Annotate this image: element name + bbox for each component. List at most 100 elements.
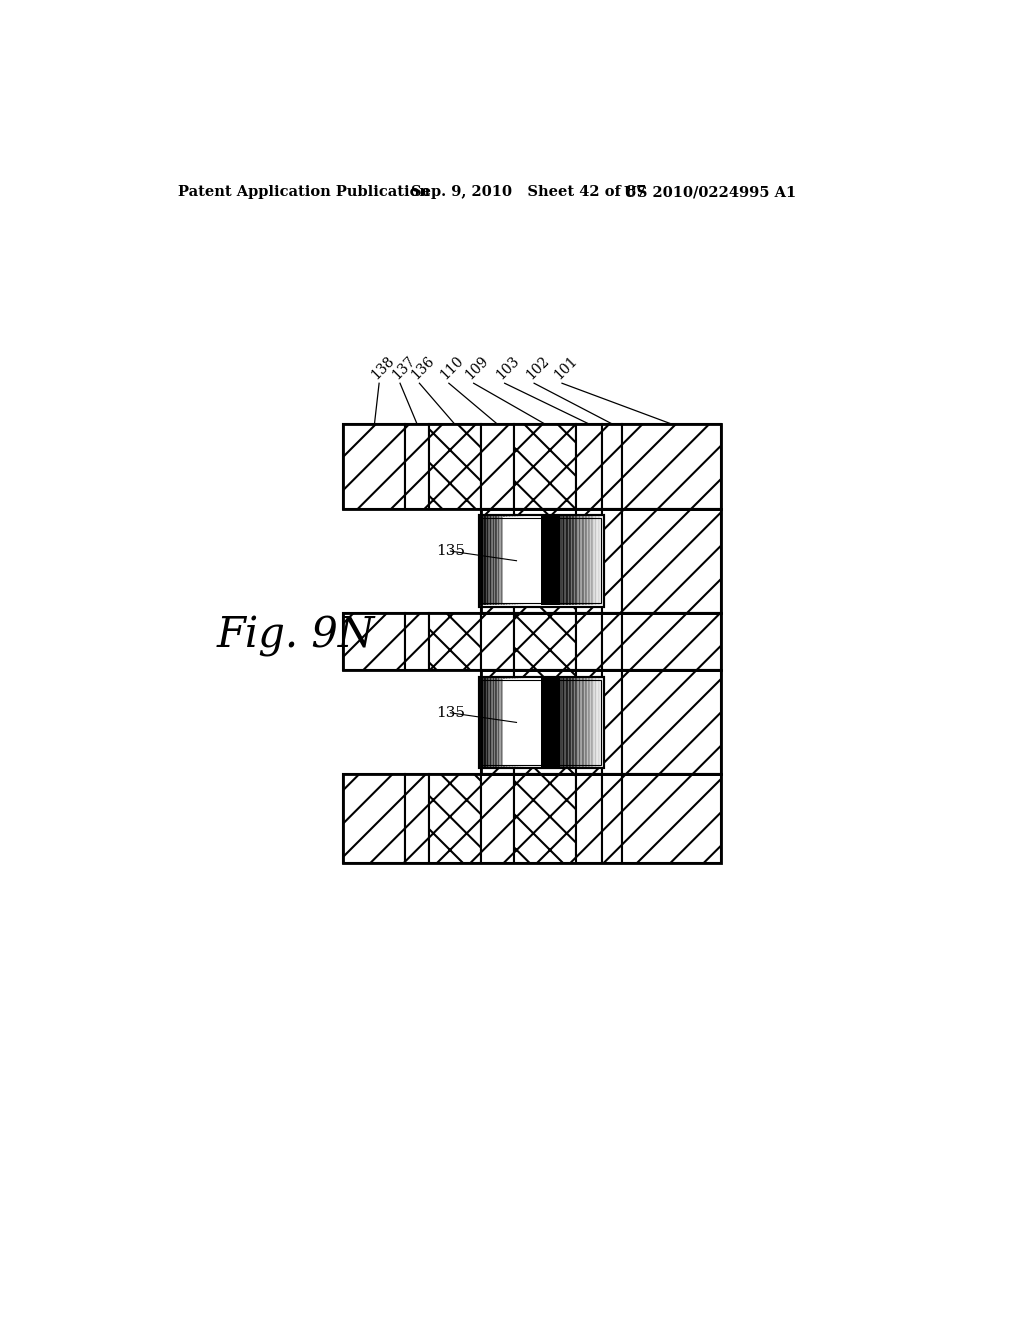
Bar bbox=[599, 516, 602, 605]
Bar bbox=[587, 678, 589, 767]
Bar bbox=[503, 678, 505, 767]
Bar bbox=[343, 612, 406, 671]
Bar bbox=[598, 678, 600, 767]
Bar bbox=[602, 424, 623, 508]
Bar bbox=[520, 678, 522, 767]
Bar bbox=[595, 678, 597, 767]
Bar bbox=[591, 516, 593, 605]
Text: 102: 102 bbox=[523, 354, 552, 381]
Bar bbox=[482, 680, 601, 766]
Text: US 2010/0224995 A1: US 2010/0224995 A1 bbox=[624, 185, 797, 199]
Bar bbox=[517, 516, 519, 605]
Bar bbox=[575, 508, 602, 612]
Bar bbox=[429, 424, 480, 508]
Bar bbox=[581, 516, 583, 605]
Text: 109: 109 bbox=[463, 354, 492, 381]
Bar bbox=[500, 516, 502, 605]
Bar bbox=[503, 517, 539, 605]
Bar bbox=[490, 678, 493, 767]
Text: 101: 101 bbox=[551, 352, 580, 381]
Bar bbox=[570, 516, 572, 605]
Bar bbox=[588, 516, 590, 605]
Bar bbox=[492, 678, 494, 767]
Bar bbox=[623, 775, 721, 863]
Bar bbox=[480, 516, 483, 605]
Bar bbox=[506, 678, 508, 767]
Text: 103: 103 bbox=[494, 354, 522, 381]
Bar bbox=[560, 516, 562, 605]
Bar bbox=[488, 678, 490, 767]
Bar bbox=[566, 678, 568, 767]
Bar bbox=[492, 516, 494, 605]
Bar bbox=[501, 678, 504, 767]
Bar bbox=[561, 678, 564, 767]
Bar bbox=[601, 678, 603, 767]
Bar bbox=[561, 516, 564, 605]
Bar bbox=[508, 678, 510, 767]
Bar bbox=[514, 612, 575, 671]
Bar bbox=[500, 678, 502, 767]
Bar bbox=[580, 678, 582, 767]
Text: 138: 138 bbox=[369, 354, 396, 381]
Bar bbox=[602, 612, 623, 671]
Bar bbox=[575, 671, 602, 775]
Bar bbox=[503, 516, 505, 605]
Bar bbox=[563, 516, 565, 605]
Bar bbox=[569, 678, 571, 767]
Bar bbox=[506, 516, 508, 605]
Text: 137: 137 bbox=[389, 352, 418, 381]
Bar bbox=[602, 678, 604, 767]
Bar bbox=[623, 612, 721, 671]
Bar bbox=[480, 424, 514, 508]
Bar bbox=[597, 678, 599, 767]
Bar bbox=[588, 678, 590, 767]
Bar bbox=[479, 678, 481, 767]
Bar bbox=[482, 678, 484, 767]
Bar bbox=[514, 516, 516, 605]
Bar bbox=[591, 678, 593, 767]
Bar bbox=[482, 517, 601, 603]
Bar bbox=[574, 516, 577, 605]
Bar bbox=[582, 516, 585, 605]
Bar bbox=[578, 516, 580, 605]
Bar bbox=[577, 516, 579, 605]
Bar bbox=[575, 775, 602, 863]
Bar bbox=[483, 516, 486, 605]
Bar bbox=[406, 424, 429, 508]
Bar bbox=[623, 671, 721, 775]
Bar bbox=[479, 515, 604, 607]
Bar bbox=[602, 671, 623, 775]
Bar bbox=[518, 516, 521, 605]
Bar bbox=[623, 508, 721, 612]
Bar bbox=[514, 678, 516, 767]
Bar bbox=[560, 678, 562, 767]
Bar bbox=[542, 516, 560, 605]
Bar bbox=[577, 678, 579, 767]
Text: 135: 135 bbox=[436, 706, 466, 719]
Bar bbox=[523, 678, 525, 767]
Bar bbox=[514, 424, 575, 508]
Bar bbox=[505, 678, 507, 767]
Bar bbox=[429, 612, 480, 671]
Bar bbox=[343, 424, 721, 508]
Bar bbox=[508, 516, 510, 605]
Bar bbox=[602, 508, 623, 612]
Bar bbox=[594, 678, 596, 767]
Bar bbox=[602, 775, 623, 863]
Bar bbox=[584, 678, 586, 767]
Text: 136: 136 bbox=[409, 354, 437, 381]
Text: Fig. 9N: Fig. 9N bbox=[217, 615, 376, 657]
Bar bbox=[479, 515, 604, 607]
Bar bbox=[575, 424, 602, 508]
Bar bbox=[594, 516, 596, 605]
Bar bbox=[485, 678, 487, 767]
Bar bbox=[406, 775, 429, 863]
Bar bbox=[585, 678, 587, 767]
Bar bbox=[585, 516, 587, 605]
Bar bbox=[494, 678, 496, 767]
Bar bbox=[623, 424, 721, 508]
Bar bbox=[522, 516, 524, 605]
Bar bbox=[602, 516, 604, 605]
Bar bbox=[592, 678, 595, 767]
Bar bbox=[569, 516, 571, 605]
